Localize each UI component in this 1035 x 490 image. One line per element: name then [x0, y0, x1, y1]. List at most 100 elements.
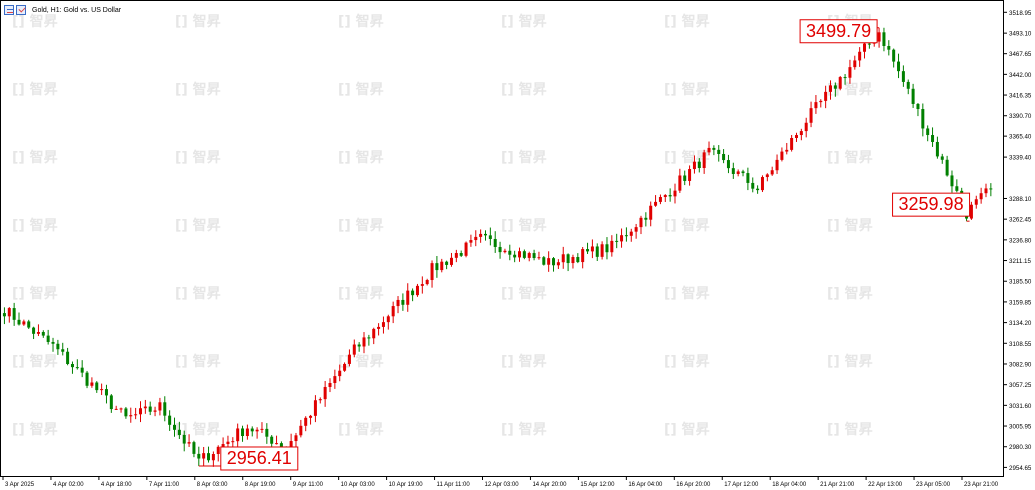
y-tick-label: 3134.20	[1009, 320, 1032, 327]
watermark-text: [] 智昇	[501, 353, 547, 370]
candle-body	[129, 415, 133, 417]
watermark-text: [] 智昇	[175, 149, 221, 166]
price-label-box	[799, 19, 878, 44]
candle-body	[586, 249, 590, 252]
candle-body	[532, 253, 536, 259]
candle-body	[838, 77, 842, 89]
candle-body	[435, 263, 439, 271]
candle-body	[984, 188, 988, 194]
candle-body	[804, 122, 808, 132]
candle-body	[177, 429, 181, 435]
symbol-title: Gold, H1: Gold vs. US Dollar	[32, 6, 122, 14]
candle-body	[207, 453, 211, 461]
candle-body	[211, 454, 215, 461]
candle-body	[654, 201, 658, 206]
candle-body	[974, 199, 978, 205]
candle-body	[678, 175, 682, 191]
price-label-low: 3259.98	[892, 192, 971, 222]
candle-body	[70, 363, 74, 368]
watermark-layer: [] 智昇 [] 智昇 [] 智昇 [] 智昇 [] 智昇 [] 智昇 [] 智昇 [] 智昇…	[12, 13, 873, 438]
candle-body	[624, 235, 628, 237]
candle-body	[46, 335, 50, 342]
candle-body	[620, 235, 624, 242]
candle-body	[294, 435, 298, 442]
candle-body	[372, 328, 376, 339]
candle-body	[513, 254, 517, 258]
y-tick-label: 3057.25	[1009, 382, 1032, 389]
candle-body	[726, 160, 730, 169]
candle-body	[780, 151, 784, 160]
candle-body	[51, 341, 55, 344]
watermark-text: [] 智昇	[338, 81, 384, 98]
candle-body	[901, 71, 905, 82]
watermark-text: [] 智昇	[501, 217, 547, 234]
candle-body	[688, 169, 692, 181]
candle-body	[347, 354, 351, 364]
candle-body	[226, 441, 230, 445]
candle-body	[75, 367, 79, 369]
candle-body	[921, 109, 925, 129]
candle-body	[935, 141, 939, 157]
price-label-high: 3499.79	[799, 19, 880, 44]
candle-body	[897, 61, 901, 72]
candle-body	[571, 257, 575, 264]
candle-body	[7, 308, 11, 317]
watermark-text: [] 智昇	[338, 217, 384, 234]
candle-body	[202, 453, 206, 459]
candle-body	[309, 415, 313, 418]
candle-body	[420, 284, 424, 286]
candle-body	[649, 205, 653, 220]
x-tick-label: 16 Apr 20:00	[676, 482, 711, 488]
x-tick-label: 10 Apr 19:00	[389, 482, 424, 488]
watermark-text: [] 智昇	[12, 13, 58, 30]
watermark-text: [] 智昇	[664, 285, 710, 302]
candle-body	[892, 49, 896, 62]
candle-body	[425, 280, 429, 285]
candle-body	[867, 43, 871, 45]
candle-body	[192, 442, 196, 454]
candle-body	[275, 443, 279, 445]
candle-body	[304, 417, 308, 426]
candle-body	[479, 233, 483, 237]
candle-body	[527, 253, 531, 258]
x-tick-label: 10 Apr 03:00	[341, 482, 376, 488]
candle-body	[581, 249, 585, 263]
chart-properties-icon[interactable]	[4, 5, 14, 15]
watermark-text: [] 智昇	[175, 217, 221, 234]
candle-body	[809, 108, 813, 123]
watermark-text: [] 智昇	[827, 421, 873, 438]
x-tick-label: 4 Apr 02:00	[53, 482, 84, 488]
watermark-text: [] 智昇	[12, 217, 58, 234]
candle-body	[250, 428, 254, 432]
candle-body	[911, 88, 915, 104]
candle-body	[221, 444, 225, 447]
candle-body	[950, 175, 954, 187]
candle-body	[518, 251, 522, 258]
watermark-text: [] 智昇	[175, 285, 221, 302]
candle-body	[104, 389, 108, 396]
one-click-trading-icon[interactable]	[16, 5, 26, 15]
x-axis: 3 Apr 2025 4 Apr 02:00 4 Apr 18:00 7 Apr 11…	[2, 476, 999, 488]
candle-body	[552, 258, 556, 266]
candle-body	[799, 131, 803, 136]
candle-body	[80, 367, 84, 373]
candle-body	[790, 137, 794, 150]
candle-body	[352, 344, 356, 355]
candle-body	[323, 386, 327, 400]
candle-body	[377, 326, 381, 329]
watermark-text: [] 智昇	[12, 421, 58, 438]
candle-body	[445, 261, 449, 265]
candle-body	[163, 402, 167, 416]
candle-body	[843, 77, 847, 79]
price-label-box	[892, 192, 971, 217]
candle-body	[488, 235, 492, 239]
x-tick-label: 21 Apr 21:00	[820, 482, 855, 488]
candle-body	[775, 159, 779, 171]
x-tick-label: 23 Apr 05:00	[916, 482, 951, 488]
candle-body	[148, 406, 152, 412]
y-tick-label: 3288.10	[1009, 196, 1032, 203]
candle-body	[503, 250, 507, 253]
candle-body	[391, 306, 395, 317]
